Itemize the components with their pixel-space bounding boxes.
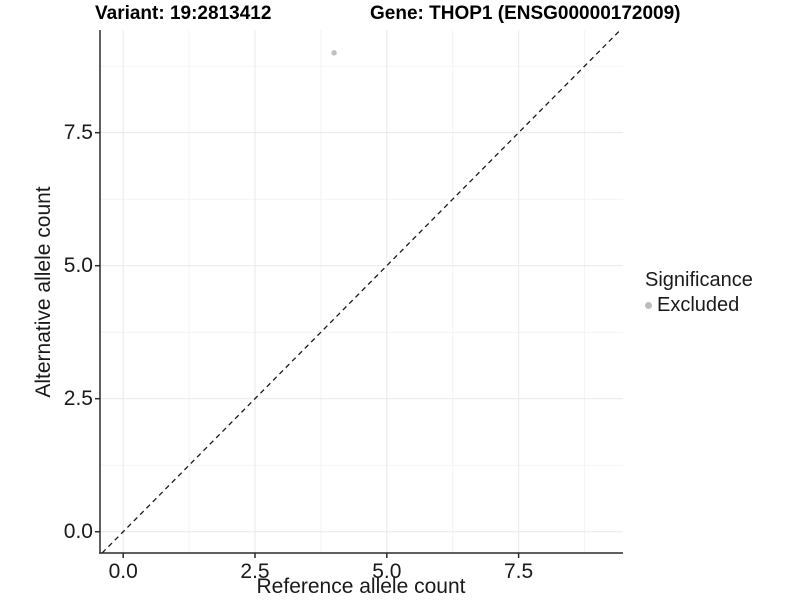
variant-title: Variant: 19:2813412: [95, 3, 272, 24]
x-tick-label: 2.5: [240, 560, 270, 583]
y-tick-label: 2.5: [63, 386, 93, 410]
legend-title: Significance: [645, 269, 753, 291]
y-tick-label: 7.5: [63, 120, 93, 144]
excluded-point-icon: [645, 302, 652, 309]
legend-item-excluded: Excluded: [645, 294, 753, 317]
data-point: [331, 50, 337, 56]
x-tick-label: 7.5: [504, 560, 534, 583]
legend-item-label: Excluded: [657, 294, 740, 316]
y-tick-label: 5.0: [63, 253, 93, 277]
y-tick-label: 0.0: [63, 519, 93, 543]
legend: Significance Excluded: [645, 269, 753, 317]
y-axis-title: Alternative allele count: [32, 186, 55, 398]
gene-title: Gene: THOP1 (ENSG00000172009): [370, 3, 681, 24]
identity-line: [101, 29, 621, 554]
x-axis-title: Reference allele count: [256, 575, 466, 598]
x-tick-label: 0.0: [108, 560, 138, 583]
x-tick-label: 5.0: [372, 560, 402, 583]
